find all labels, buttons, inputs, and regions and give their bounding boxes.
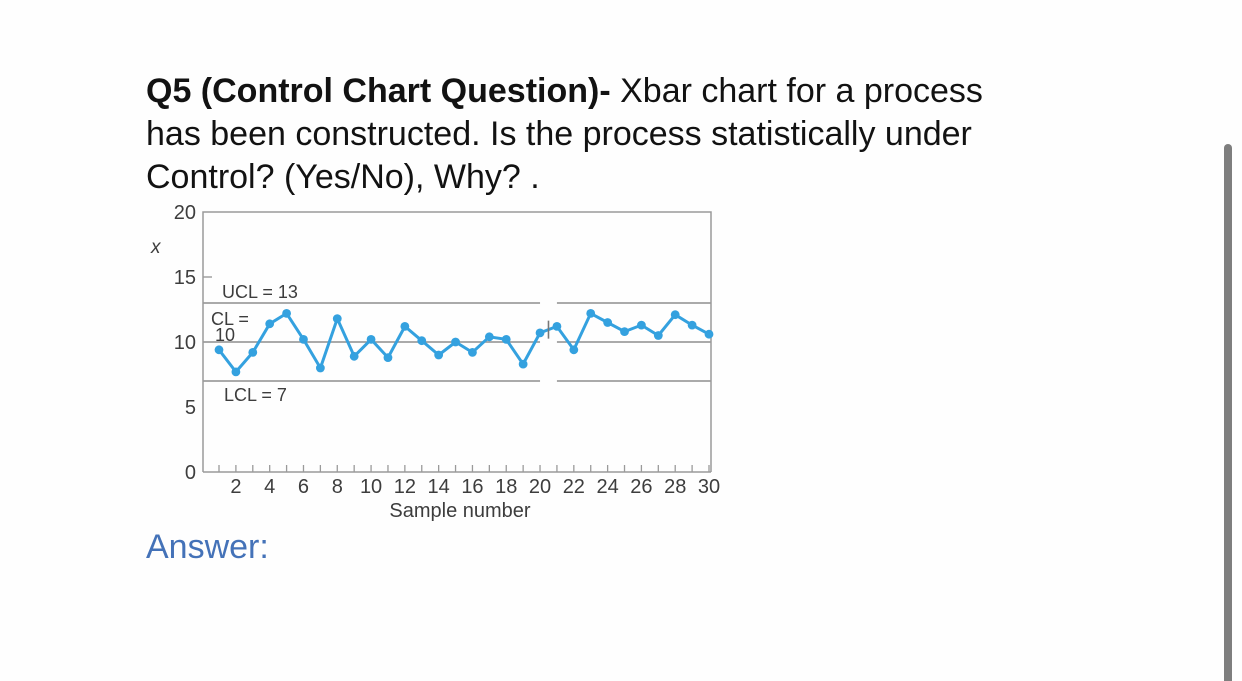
x-tick-label: 28 <box>664 476 686 498</box>
question-line-1-bold: Q5 (Control Chart Question)- <box>146 72 611 110</box>
answer-label: Answer: <box>146 528 269 566</box>
y-axis-title: x <box>150 237 162 258</box>
ucl-label: UCL = 13 <box>222 282 298 302</box>
x-tick-label: 4 <box>264 476 275 498</box>
data-point <box>484 332 494 342</box>
data-point <box>603 318 613 327</box>
data-point <box>400 322 410 331</box>
data-point <box>349 351 359 361</box>
data-point <box>265 319 275 329</box>
y-tick-label: 15 <box>174 267 196 289</box>
data-point <box>383 353 393 362</box>
data-point <box>214 345 224 355</box>
plot-border <box>202 211 712 472</box>
data-point <box>417 336 427 346</box>
scrollbar-thumb[interactable] <box>1224 144 1232 681</box>
data-point <box>248 348 258 357</box>
x-tick-label: 22 <box>563 476 585 498</box>
data-point <box>620 327 629 336</box>
data-point <box>299 335 308 344</box>
data-point <box>315 363 325 373</box>
question-line-3-regular: Control? (Yes/No), Why? . <box>146 158 540 196</box>
x-tick-label: 20 <box>529 476 551 498</box>
x-axis-title: Sample number <box>389 500 531 522</box>
data-point <box>670 310 680 320</box>
y-tick-label: 10 <box>174 332 196 354</box>
question-line-1-regular: Xbar chart for a process <box>610 72 983 110</box>
question-line-3: Control? (Yes/No), Why? . <box>146 156 1086 199</box>
data-point <box>231 367 241 377</box>
data-point <box>501 335 511 344</box>
data-point <box>586 309 596 318</box>
question-line-2-regular: has been constructed. Is the process sta… <box>146 115 972 153</box>
y-tick-label: 5 <box>185 397 196 419</box>
data-point <box>366 335 376 344</box>
x-tick-label: 18 <box>495 476 517 498</box>
data-point <box>434 350 444 360</box>
x-tick-label: 2 <box>230 476 241 498</box>
xbar-control-chart: 0 5 10 15 20 2 4 6 8 10 12 14 16 18 20 22 24 26 28 30 Sample… <box>145 200 725 530</box>
data-point <box>282 309 291 318</box>
x-tick-label: 6 <box>298 476 309 498</box>
cl-label: 10 <box>215 325 235 345</box>
x-tick-label: 30 <box>698 476 720 498</box>
data-point <box>451 337 460 347</box>
data-point <box>552 322 562 331</box>
data-point <box>468 348 477 357</box>
x-tick-label: 16 <box>461 476 483 498</box>
x-tick-label: 12 <box>394 476 416 498</box>
y-tick-label: 0 <box>185 462 196 484</box>
question-text: Q5 (Control Chart Question)- Xbar chart … <box>146 70 1086 199</box>
x-tick-label: 8 <box>332 476 343 498</box>
x-tick-label: 14 <box>428 476 450 498</box>
question-line-2: has been constructed. Is the process sta… <box>146 113 1086 156</box>
data-point <box>687 320 697 330</box>
data-point <box>535 328 545 338</box>
question-line-1: Q5 (Control Chart Question)- Xbar chart … <box>146 70 1086 113</box>
x-tick-label: 10 <box>360 476 382 498</box>
x-tick-label: 24 <box>596 476 618 498</box>
cl-label: CL = <box>211 309 249 329</box>
data-point <box>332 314 342 323</box>
y-tick-label: 20 <box>174 202 196 224</box>
lcl-label: LCL = 7 <box>224 385 287 405</box>
data-point <box>518 359 528 369</box>
data-point <box>569 345 579 355</box>
x-tick-label: 26 <box>630 476 652 498</box>
data-point <box>704 329 714 339</box>
data-point <box>653 331 663 340</box>
data-point <box>637 320 646 330</box>
